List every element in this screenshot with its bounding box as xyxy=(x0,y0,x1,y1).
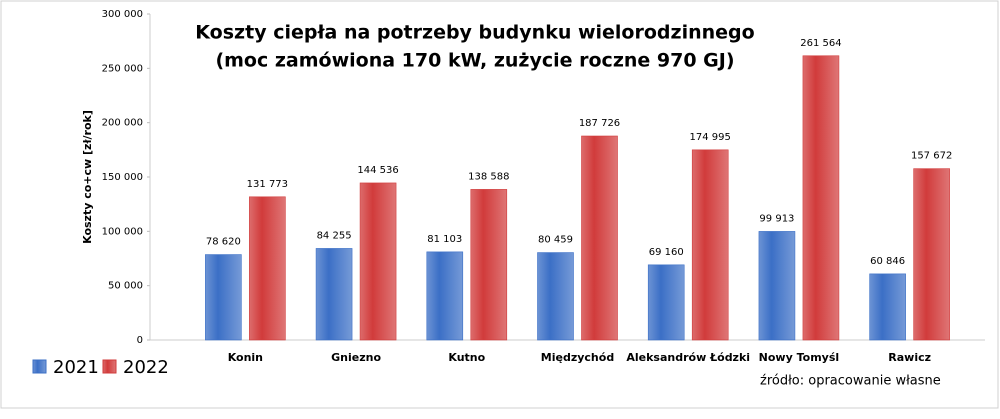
source-note: źródło: opracowanie własne xyxy=(760,374,941,389)
y-tick-label: 0 xyxy=(137,335,143,346)
value-label: 261 564 xyxy=(800,38,841,49)
bar xyxy=(249,196,286,341)
y-tick-label: 50 000 xyxy=(108,281,143,292)
value-label: 81 103 xyxy=(427,234,462,245)
chart-title: Koszty ciepła na potrzeby budynku wielor… xyxy=(195,22,754,44)
legend-label: 2022 xyxy=(123,357,169,378)
y-tick-label: 250 000 xyxy=(102,63,143,74)
legend-label: 2021 xyxy=(53,357,99,378)
bar xyxy=(758,231,796,341)
y-tick-label: 200 000 xyxy=(102,118,143,129)
value-label: 144 536 xyxy=(357,165,398,176)
x-tick-label: Konin xyxy=(228,351,263,364)
bar xyxy=(647,264,685,341)
value-label: 174 995 xyxy=(690,132,731,143)
x-tick-label: Aleksandrów Łódzki xyxy=(626,351,750,364)
value-label: 69 160 xyxy=(649,247,684,258)
bar xyxy=(426,251,464,341)
bar xyxy=(315,248,353,341)
legend-swatch xyxy=(32,359,47,374)
x-tick-label: Rawicz xyxy=(888,351,931,364)
bar xyxy=(869,273,906,341)
y-tick-label: 300 000 xyxy=(102,9,143,20)
x-tick-label: Gniezno xyxy=(331,351,381,364)
value-label: 187 726 xyxy=(579,118,620,129)
x-tick-label: Kutno xyxy=(448,351,485,364)
chart-subtitle: (moc zamówiona 170 kW, zużycie roczne 97… xyxy=(215,50,734,72)
value-label: 80 459 xyxy=(538,235,573,246)
bar xyxy=(913,168,950,341)
value-label: 131 773 xyxy=(247,179,288,190)
bar xyxy=(537,252,574,341)
bar xyxy=(470,189,508,341)
x-tick-label: Międzychód xyxy=(541,351,614,364)
y-tick-label: 150 000 xyxy=(102,172,143,183)
value-label: 138 588 xyxy=(468,171,509,182)
value-label: 157 672 xyxy=(911,151,952,162)
value-label: 60 846 xyxy=(870,256,905,267)
legend-swatch xyxy=(102,359,117,374)
bar xyxy=(581,135,618,341)
value-label: 99 913 xyxy=(759,213,794,224)
value-label: 78 620 xyxy=(206,237,241,248)
bar xyxy=(359,182,397,341)
bar xyxy=(205,254,242,341)
bar xyxy=(802,55,840,341)
bar xyxy=(691,149,729,341)
value-label: 84 255 xyxy=(317,230,352,241)
y-axis-label: Koszty co+cw [zł/rok] xyxy=(81,110,94,244)
x-tick-label: Nowy Tomyśl xyxy=(759,351,839,364)
y-tick-label: 100 000 xyxy=(102,226,143,237)
